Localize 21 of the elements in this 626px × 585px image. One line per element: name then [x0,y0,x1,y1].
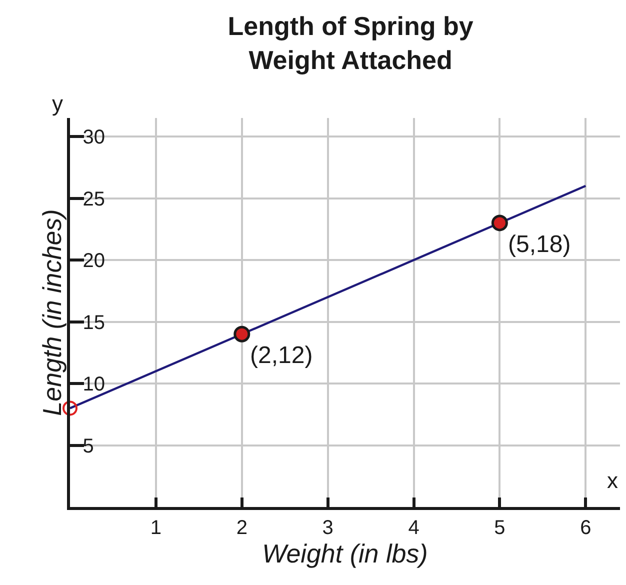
point [234,326,250,342]
annotation: (5,18) [508,231,571,258]
y-tick-label: 20 [82,250,105,272]
chart-title: Length of Spring by Weight Attached [228,11,474,75]
x-axis-title: Weight (in lbs) [262,538,428,569]
y-tick-label: 25 [82,188,105,210]
annotation: x [607,468,618,493]
annotation: (2,12) [250,342,313,369]
x-tick-label: 4 [408,516,420,539]
text: y [52,91,63,116]
point [491,214,508,232]
x-tick-label: 3 [322,516,334,539]
y-tick-label: 10 [82,374,105,396]
x-tick-label: 2 [236,516,248,539]
y-tick-label: 5 [82,435,94,458]
y-axis-title: Length (in inches) [37,209,68,416]
y-tick-label: 30 [82,126,105,149]
x-tick-label: 1 [150,516,162,539]
x-tick-label: 5 [494,516,506,539]
x-tick-label: 6 [580,516,592,539]
y-tick-label: 15 [82,312,105,334]
